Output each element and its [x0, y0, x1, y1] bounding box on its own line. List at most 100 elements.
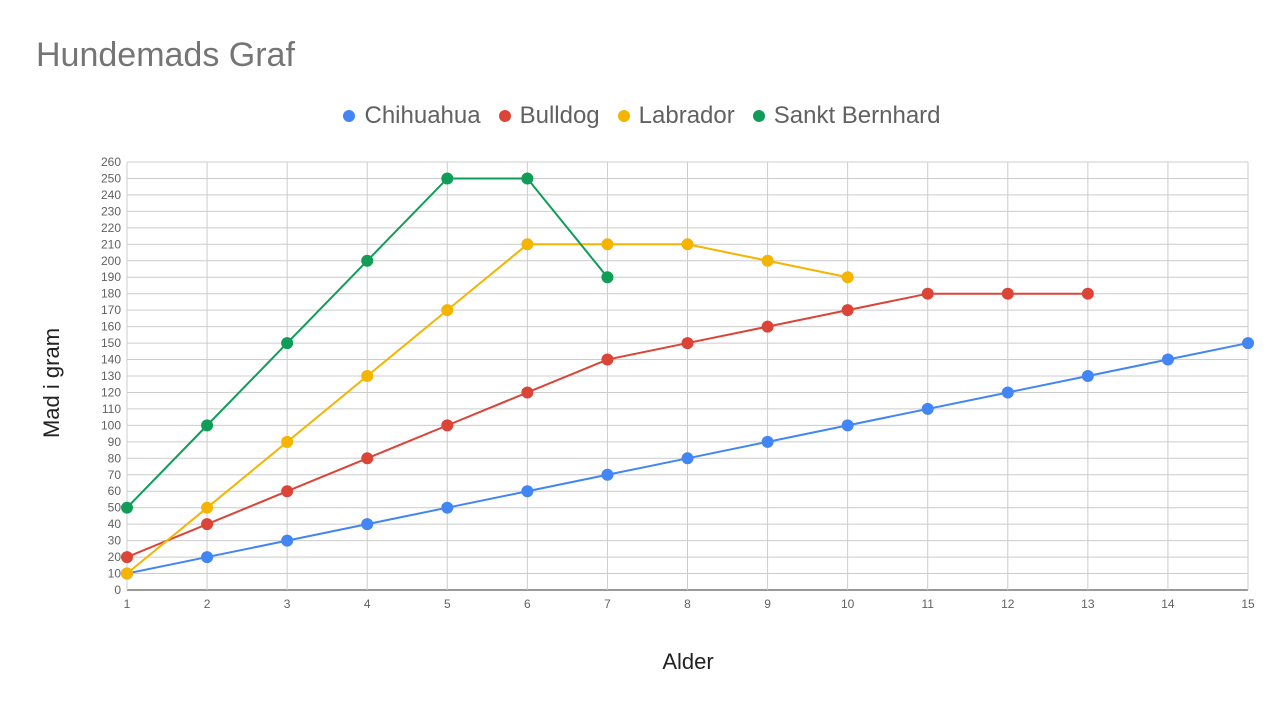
data-point-chihuahua	[761, 435, 774, 448]
legend-label-sankt-bernhard: Sankt Bernhard	[773, 102, 941, 129]
series-line-labrador	[126, 243, 848, 575]
x-tick-label: 13	[1081, 597, 1095, 611]
y-tick-label: 20	[108, 550, 122, 564]
data-point-labrador	[761, 254, 774, 267]
chart-title: Hundemads Graf	[36, 36, 295, 74]
legend-marker-labrador	[617, 110, 630, 122]
y-tick-label: 200	[101, 254, 121, 268]
data-point-chihuahua	[1001, 386, 1014, 399]
data-point-bulldog	[361, 452, 374, 465]
y-tick-label: 150	[101, 336, 121, 350]
legend-item-chihuahua: Chihuahua	[343, 102, 481, 130]
data-point-chihuahua	[441, 501, 454, 514]
data-point-chihuahua	[521, 485, 534, 498]
data-point-chihuahua	[921, 402, 934, 415]
y-tick-label: 0	[114, 583, 121, 597]
data-point-bulldog	[201, 518, 214, 531]
data-point-labrador	[601, 238, 614, 251]
x-axis-ticks: 1 2 3 4 5 6 7 8 9 10 11 12 13 14 15	[124, 597, 1255, 611]
y-tick-label: 80	[108, 451, 122, 465]
data-point-labrador	[361, 370, 374, 382]
data-point-chihuahua	[1161, 353, 1174, 366]
data-point-labrador	[121, 567, 133, 580]
data-point-bulldog	[441, 419, 454, 432]
data-point-bulldog	[681, 337, 694, 350]
data-point-labrador	[441, 304, 454, 317]
x-tick-label: 5	[444, 597, 451, 611]
x-tick-label: 3	[284, 597, 291, 611]
data-point-sankt-bernhard	[361, 254, 374, 267]
x-tick-label: 11	[921, 597, 934, 611]
y-tick-label: 170	[101, 303, 121, 317]
data-point-bulldog	[1001, 287, 1014, 300]
x-tick-label: 6	[524, 597, 531, 611]
data-point-labrador	[681, 238, 694, 251]
legend-label-labrador: Labrador	[638, 102, 735, 129]
legend-marker-chihuahua	[343, 110, 356, 122]
data-point-chihuahua	[841, 419, 854, 432]
data-point-sankt-bernhard	[601, 271, 614, 284]
y-tick-label: 30	[108, 534, 122, 548]
y-axis-ticks: 0 10 20 30 40 50 60 70 80 90 100 110 120 130 140 150 160…	[101, 155, 121, 597]
y-tick-label: 60	[108, 484, 122, 498]
legend-marker-sankt-bernhard	[752, 110, 765, 122]
y-tick-label: 180	[101, 287, 121, 301]
data-point-labrador	[201, 501, 214, 514]
y-tick-label: 110	[102, 402, 121, 416]
y-tick-label: 50	[108, 501, 122, 515]
data-point-bulldog	[121, 551, 133, 564]
y-tick-label: 10	[108, 567, 122, 581]
data-point-bulldog	[281, 485, 294, 498]
data-point-bulldog	[761, 320, 774, 333]
y-tick-label: 250	[101, 171, 121, 185]
x-tick-label: 15	[1241, 597, 1255, 611]
data-point-sankt-bernhard	[281, 337, 294, 350]
x-tick-label: 2	[204, 597, 211, 611]
y-tick-label: 70	[108, 468, 122, 482]
y-tick-label: 40	[108, 517, 122, 531]
y-tick-label: 260	[101, 155, 121, 169]
x-tick-label: 9	[764, 597, 771, 611]
data-point-bulldog	[601, 353, 614, 366]
data-point-bulldog	[841, 304, 854, 317]
y-tick-label: 130	[101, 369, 121, 383]
data-point-sankt-bernhard	[521, 172, 534, 185]
y-tick-label: 90	[108, 435, 122, 449]
data-point-chihuahua	[201, 551, 214, 564]
y-tick-label: 230	[101, 204, 121, 218]
data-point-bulldog	[521, 386, 534, 399]
y-tick-label: 240	[101, 188, 121, 202]
data-point-bulldog	[1081, 287, 1094, 300]
data-point-chihuahua	[281, 534, 294, 547]
x-tick-label: 7	[604, 597, 611, 611]
data-point-sankt-bernhard	[121, 501, 133, 514]
data-point-sankt-bernhard	[201, 419, 214, 432]
data-point-chihuahua	[1242, 337, 1254, 350]
legend-item-sankt-bernhard: Sankt Bernhard	[752, 102, 941, 130]
x-tick-label: 12	[1001, 597, 1015, 611]
data-point-labrador	[281, 435, 294, 448]
y-tick-label: 120	[101, 385, 121, 399]
grid	[126, 161, 1249, 591]
y-tick-label: 190	[101, 270, 121, 284]
x-tick-label: 1	[124, 597, 131, 611]
data-point-chihuahua	[681, 452, 694, 465]
legend-marker-bulldog	[498, 110, 511, 122]
y-tick-label: 160	[101, 320, 121, 334]
y-tick-label: 220	[101, 221, 121, 235]
legend-label-chihuahua: Chihuahua	[364, 102, 481, 129]
series-layer	[121, 172, 1254, 580]
x-tick-label: 10	[841, 597, 855, 611]
y-tick-label: 100	[101, 418, 121, 432]
legend: Chihuahua Bulldog Labrador Sankt Bernhar…	[0, 102, 1284, 130]
y-tick-label: 140	[101, 353, 121, 367]
data-point-labrador	[841, 271, 854, 284]
x-tick-label: 8	[684, 597, 691, 611]
data-point-chihuahua	[1081, 370, 1094, 382]
legend-label-bulldog: Bulldog	[519, 102, 600, 129]
data-point-labrador	[521, 238, 534, 251]
data-point-bulldog	[921, 287, 934, 300]
y-tick-label: 210	[101, 237, 121, 251]
legend-item-bulldog: Bulldog	[498, 102, 600, 130]
